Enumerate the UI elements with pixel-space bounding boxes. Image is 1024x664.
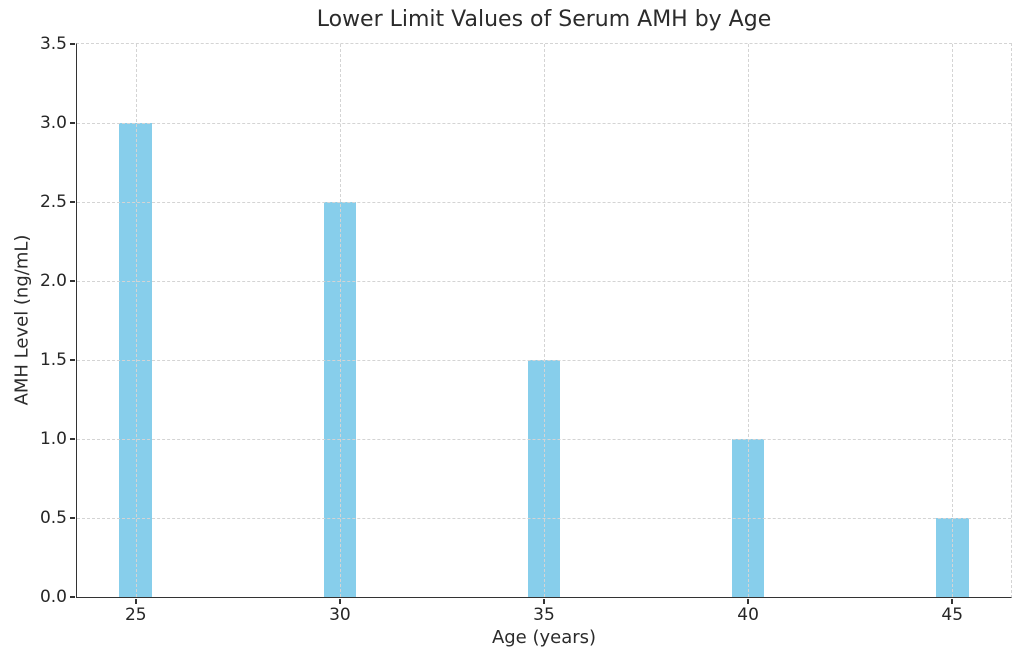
- y-tick-label: 2.0: [39, 271, 67, 291]
- y-tick-mark: [70, 438, 75, 440]
- y-tick-label: 1.5: [39, 350, 67, 370]
- y-tick-mark: [70, 122, 75, 124]
- x-axis-label: Age (years): [491, 627, 597, 648]
- y-tick-label: 0.5: [39, 508, 67, 528]
- bar: [323, 202, 357, 597]
- x-tick-label: 45: [941, 605, 964, 625]
- y-tick-label: 2.5: [39, 192, 67, 212]
- bar: [935, 518, 969, 597]
- bar: [527, 360, 561, 597]
- h-gridline: [77, 202, 1011, 203]
- x-tick-label: 35: [533, 605, 555, 625]
- h-gridline: [77, 281, 1011, 282]
- v-gridline: [952, 44, 954, 597]
- y-tick-mark: [70, 280, 75, 282]
- plot-area: 25 30 35 40 45 0.0 0.5 1.0 1.5 2.0 2.5 3.0 3.5: [40, 34, 1012, 625]
- y-tick-mark: [70, 359, 75, 361]
- y-tick-label: 3.0: [39, 113, 67, 133]
- x-tick-label: 30: [329, 605, 351, 625]
- bar: [119, 123, 153, 597]
- y-tick-label: 3.5: [39, 34, 67, 54]
- y-tick-mark: [70, 43, 75, 45]
- y-tick-mark: [70, 201, 75, 203]
- x-tick-mark: [543, 599, 545, 604]
- x-tick-label: 25: [124, 605, 147, 625]
- y-tick-label: 1.0: [39, 429, 67, 449]
- x-tick-mark: [951, 599, 953, 604]
- h-gridline: [77, 123, 1011, 124]
- x-tick-mark: [135, 599, 137, 604]
- y-tick-mark: [70, 596, 75, 598]
- x-tick-mark: [747, 599, 749, 604]
- x-tick-mark: [339, 599, 341, 604]
- y-tick-mark: [70, 517, 75, 519]
- x-tick-label: 40: [737, 605, 759, 625]
- bar: [731, 439, 765, 597]
- y-tick-label: 0.0: [39, 587, 67, 607]
- chart-title: Lower Limit Values of Serum AMH by Age: [316, 7, 772, 32]
- y-axis-label: AMH Level (ng/mL): [11, 234, 33, 406]
